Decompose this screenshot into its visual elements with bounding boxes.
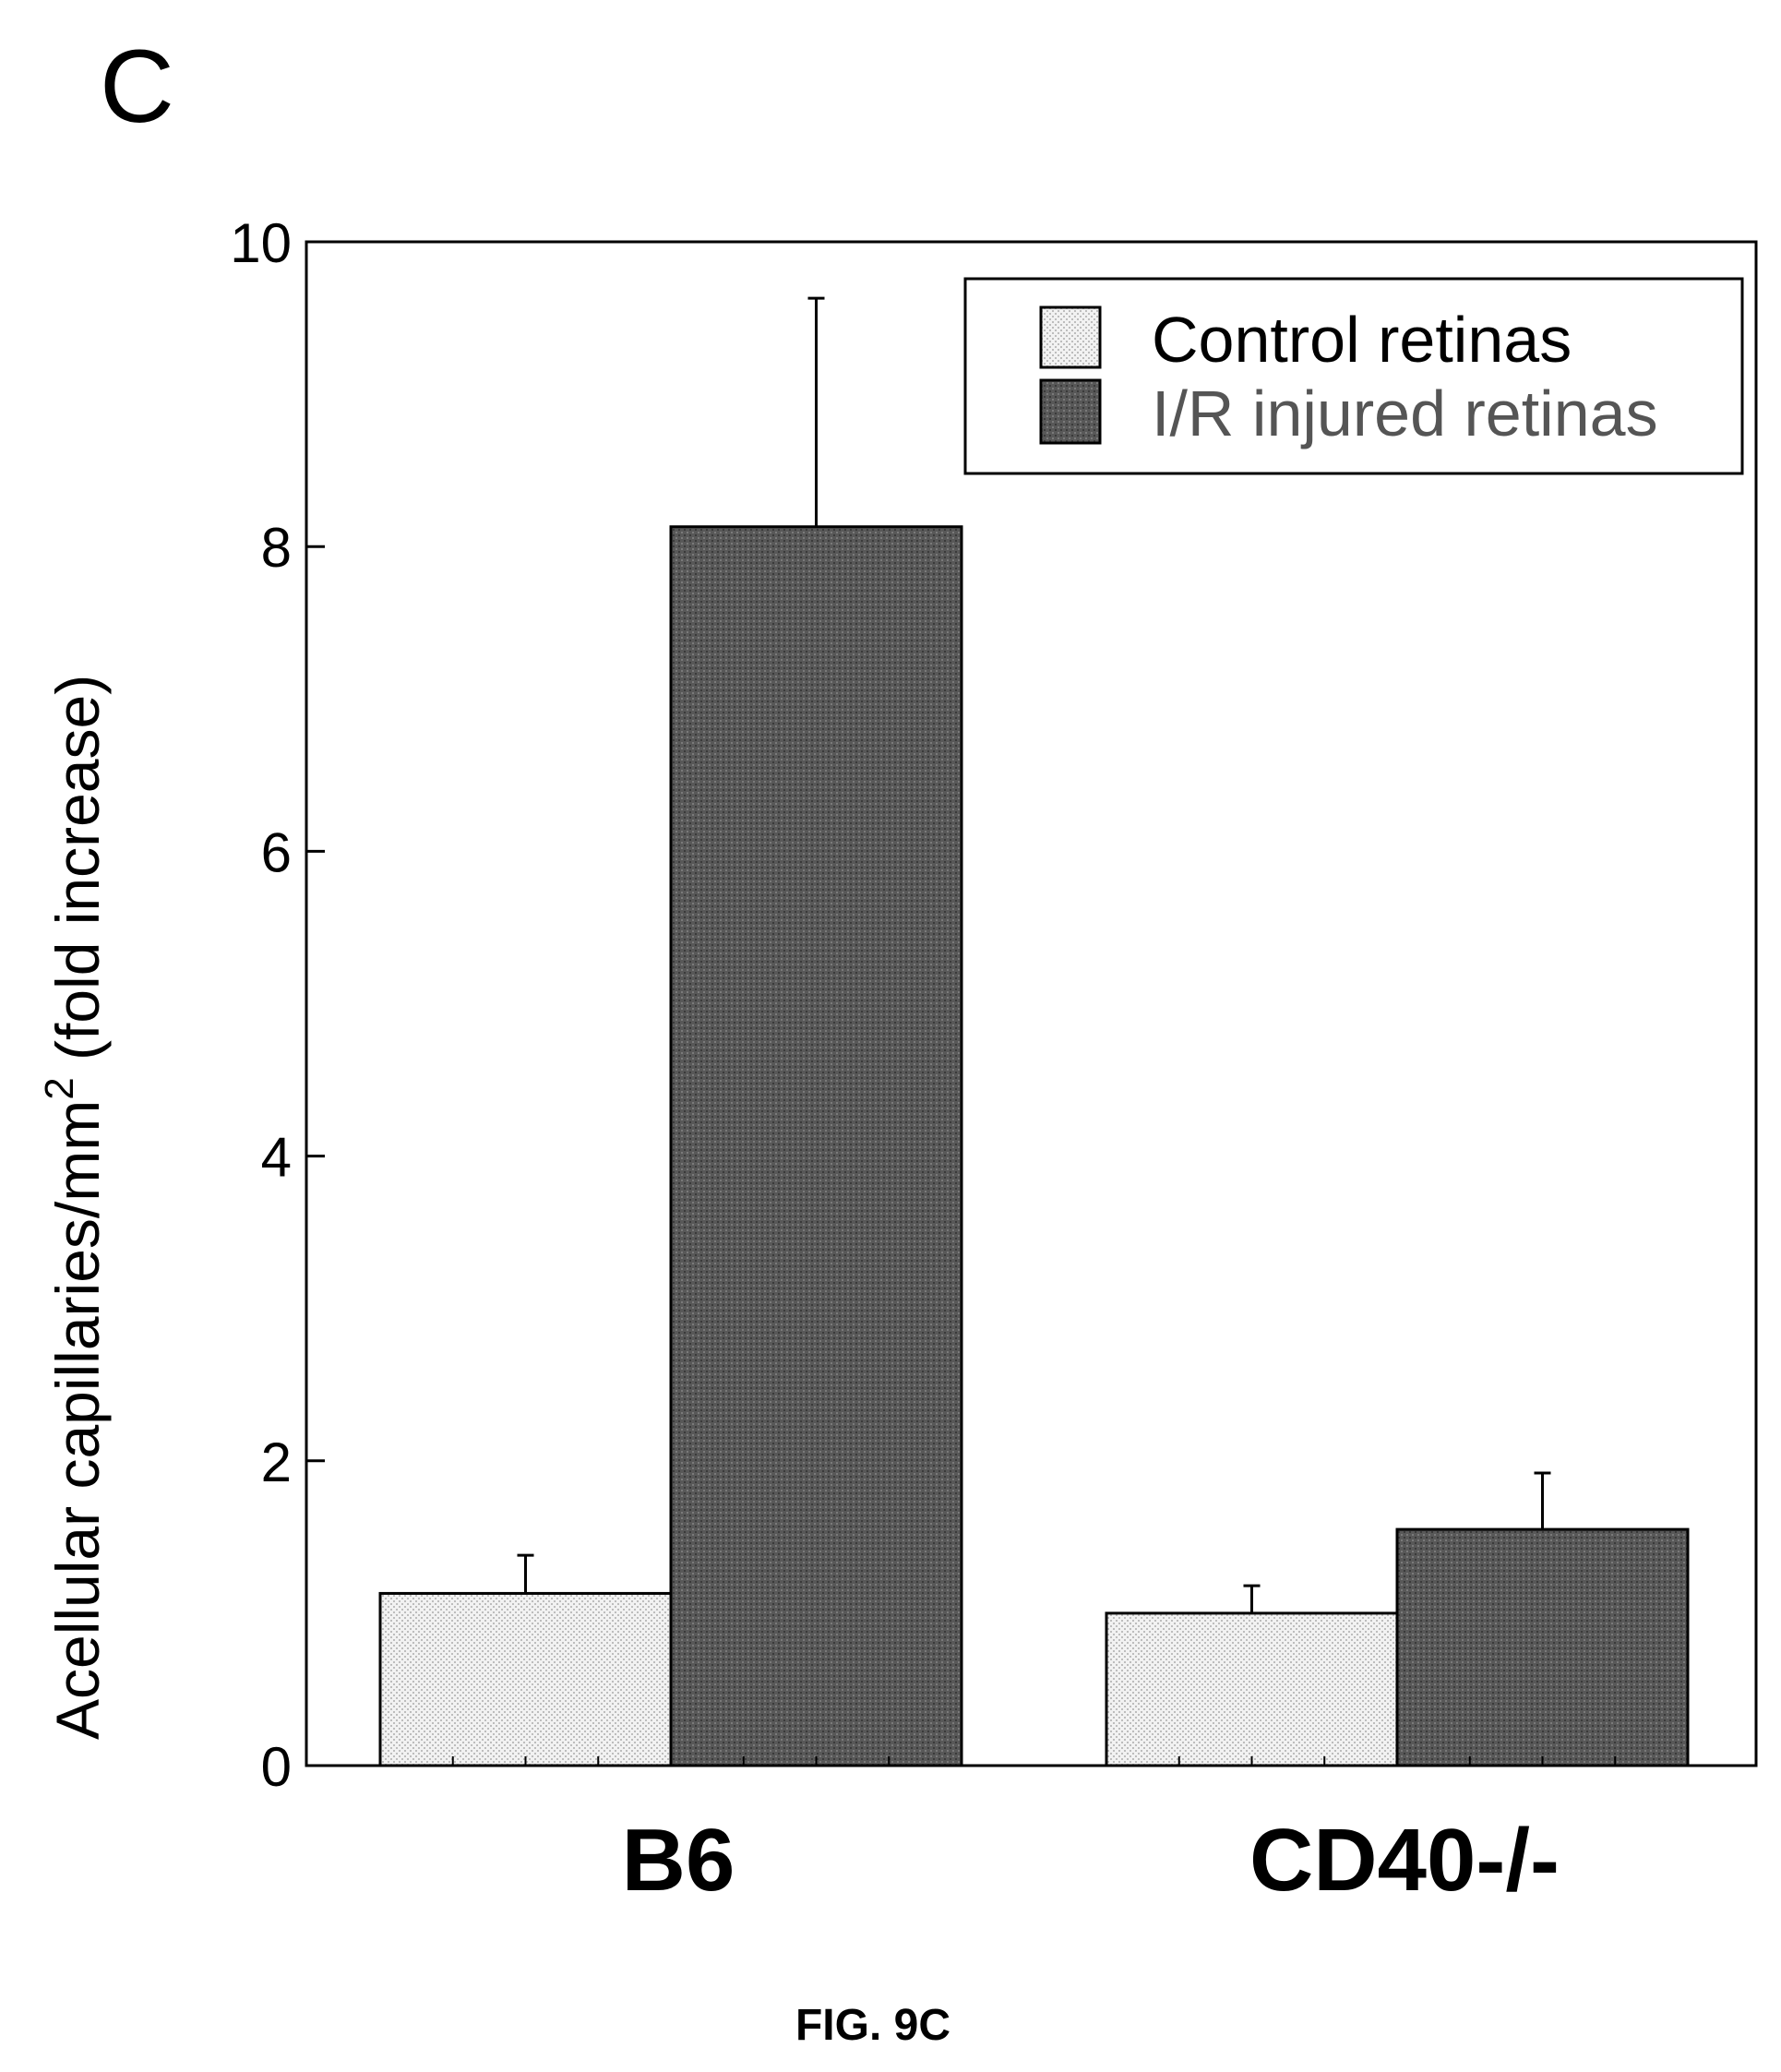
panel-label: C — [100, 29, 174, 144]
y-axis-ticks: 0 2 4 6 8 10 — [230, 212, 325, 1798]
y-tick-label-4: 8 — [261, 517, 292, 579]
legend-swatch-control — [1039, 305, 1102, 369]
bar-injured-b6 — [669, 525, 963, 1767]
bars — [378, 525, 1690, 1767]
legend: Control retinas I/R injured retinas — [963, 277, 1744, 475]
legend-label-control: Control retinas — [1152, 304, 1572, 376]
y-tick-label-3: 6 — [261, 821, 292, 883]
y-tick-label-5: 10 — [230, 212, 292, 274]
bar-control-b6 — [378, 1591, 673, 1767]
y-tick-label-1: 2 — [261, 1431, 292, 1493]
category-label-1: CD40-/- — [1249, 1811, 1560, 1910]
y-tick-label-2: 4 — [261, 1127, 292, 1189]
y-axis-label-text: Acellular capillaries/mm — [43, 1100, 112, 1740]
error-bars — [517, 296, 1551, 1613]
legend-swatch-injured — [1039, 378, 1102, 445]
x-axis-minor-ticks — [451, 1756, 1617, 1766]
bar-control-cd40 — [1105, 1611, 1399, 1767]
x-axis-categories: B6 CD40-/- — [622, 1811, 1560, 1910]
figure-caption: FIG. 9C — [795, 2001, 950, 2050]
y-axis-label-superscript: 2 — [37, 1077, 82, 1099]
category-label-0: B6 — [622, 1811, 735, 1910]
plot-frame — [305, 240, 1758, 1767]
legend-label-injured: I/R injured retinas — [1152, 377, 1658, 449]
svg-text:Acellular capillaries/mm2 (fol: Acellular capillaries/mm2 (fold increase… — [37, 675, 112, 1740]
y-tick-label-0: 0 — [261, 1736, 292, 1798]
y-axis-label-suffix: (fold increase) — [43, 675, 112, 1078]
bar-injured-cd40 — [1395, 1527, 1690, 1767]
y-axis-label: Acellular capillaries/mm2 (fold increase… — [37, 675, 112, 1740]
